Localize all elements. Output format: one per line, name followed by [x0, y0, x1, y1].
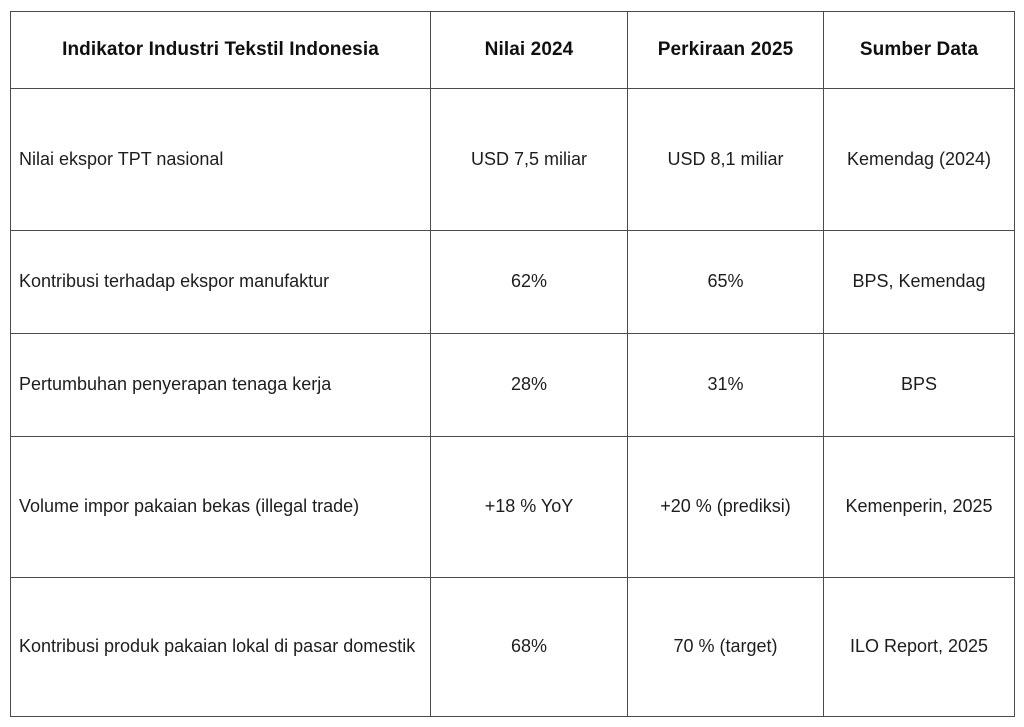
table-row: Pertumbuhan penyerapan tenaga kerja 28% …: [10, 333, 1015, 437]
cell-indicator: Kontribusi terhadap ekspor manufaktur: [10, 230, 431, 334]
table-row: Kontribusi produk pakaian lokal di pasar…: [10, 577, 1015, 717]
header-cell-sumber-data: Sumber Data: [823, 11, 1015, 89]
cell-nilai-2024: 28%: [430, 333, 628, 437]
cell-sumber-data: Kemendag (2024): [823, 88, 1015, 231]
cell-nilai-2024: USD 7,5 miliar: [430, 88, 628, 231]
table-row: Nilai ekspor TPT nasional USD 7,5 miliar…: [10, 88, 1015, 231]
cell-sumber-data: BPS: [823, 333, 1015, 437]
cell-sumber-data: Kemenperin, 2025: [823, 436, 1015, 578]
cell-indicator: Nilai ekspor TPT nasional: [10, 88, 431, 231]
cell-perkiraan-2025: 31%: [627, 333, 824, 437]
header-cell-indicator: Indikator Industri Tekstil Indonesia: [10, 11, 431, 89]
cell-perkiraan-2025: 65%: [627, 230, 824, 334]
indicator-table: Indikator Industri Tekstil Indonesia Nil…: [10, 11, 1015, 717]
cell-nilai-2024: +18 % YoY: [430, 436, 628, 578]
cell-perkiraan-2025: USD 8,1 miliar: [627, 88, 824, 231]
table-row: Kontribusi terhadap ekspor manufaktur 62…: [10, 230, 1015, 334]
cell-perkiraan-2025: 70 % (target): [627, 577, 824, 717]
cell-perkiraan-2025: +20 % (prediksi): [627, 436, 824, 578]
header-cell-nilai-2024: Nilai 2024: [430, 11, 628, 89]
header-cell-perkiraan-2025: Perkiraan 2025: [627, 11, 824, 89]
cell-sumber-data: ILO Report, 2025: [823, 577, 1015, 717]
table-row: Volume impor pakaian bekas (illegal trad…: [10, 436, 1015, 578]
cell-sumber-data: BPS, Kemendag: [823, 230, 1015, 334]
cell-indicator: Volume impor pakaian bekas (illegal trad…: [10, 436, 431, 578]
cell-indicator: Pertumbuhan penyerapan tenaga kerja: [10, 333, 431, 437]
cell-nilai-2024: 62%: [430, 230, 628, 334]
header-row: Indikator Industri Tekstil Indonesia Nil…: [10, 11, 1015, 89]
cell-nilai-2024: 68%: [430, 577, 628, 717]
cell-indicator: Kontribusi produk pakaian lokal di pasar…: [10, 577, 431, 717]
